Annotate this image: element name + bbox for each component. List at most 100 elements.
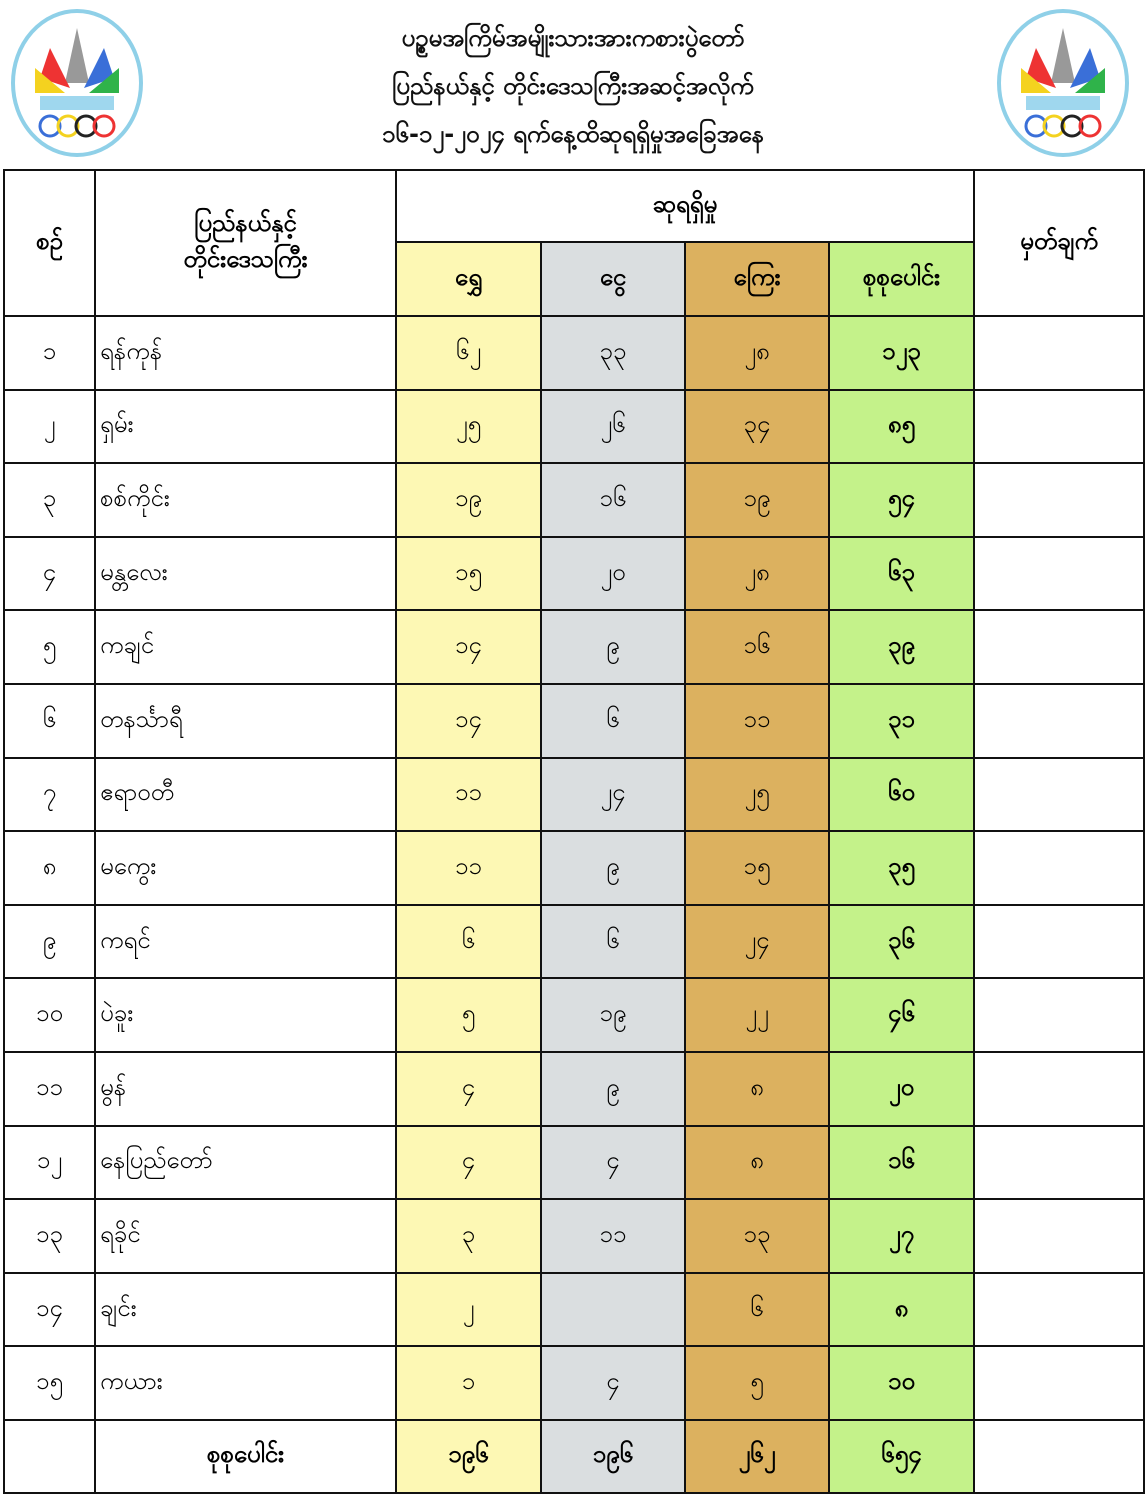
cell-bronze: ၁၆ [684,609,830,685]
cell-total: ၃၆ [827,903,976,980]
page-title: ပဉ္စမအကြိမ်အမျိုးသားအားကစားပွဲတော် ပြည်န… [250,14,896,158]
cell-bronze: ၂၈ [684,315,830,391]
cell-remarks [973,682,1146,759]
cell-bronze: ၂၄ [684,903,830,980]
cell-total: ၃၅ [827,830,976,906]
table-row: ၃စစ်ကိုင်း ၁၉ ၁၆ ၁၉ ၅၄ [3,462,1146,538]
cell-silver: ၉ [540,830,686,906]
cell-bronze: ၈ [684,1124,830,1201]
cell-silver: ၁၆ [540,462,686,538]
cell-gold: ၁၄ [395,609,542,685]
cell-silver: ၂၀ [540,535,686,612]
table-row: ၁၅ ကယား၁၄၅၁၀ [3,1345,1146,1421]
table-row: ၁ရန်ကုန် ၆၂ ၃၃ ၂၈ ၁၂၃ [3,315,1146,391]
cell-no: ၅ [3,609,96,685]
cell-remarks [973,1124,1146,1201]
cell-gold: ၁၅ [395,535,542,612]
cell-remarks [973,1345,1146,1421]
cell-region: ပဲခူး [94,977,397,1053]
cell-silver: ၃၃ [540,315,686,391]
cell-silver: ၁၁ [540,1198,686,1274]
cell-bronze: ၂၅ [684,756,830,833]
cell-remarks [973,388,1146,465]
cell-no: ၁၃ [3,1198,96,1274]
cell-gold: ၁၄ [395,682,542,759]
cell-silver: ၁၉ [540,977,686,1053]
title-line: ၁၆-၁၂-၂၀၂၄ ရက်နေ့ထိဆုရရှိမှုအခြေအနေ [381,120,765,148]
cell-remarks [973,977,1146,1053]
cell-total: ၈၅ [827,388,976,465]
title-line: ပဉ္စမအကြိမ်အမျိုးသားအားကစားပွဲတော် [401,24,745,52]
cell-no: ၇ [3,756,96,833]
totals-gold: ၁၉၆ [395,1418,542,1494]
games-logo-right [997,9,1129,157]
cell-remarks [973,830,1146,906]
cell-silver: ၉ [540,1050,686,1127]
cell-silver: ၂၆ [540,388,686,465]
cell-region: မကွေး [94,830,397,906]
cell-remarks [973,903,1146,980]
cell-silver: ၆ [540,903,686,980]
cell-total: ၆၃ [827,535,976,612]
header-medals: ဆုရရှိမှု [394,169,976,243]
cell-bronze: ၈ [684,1050,830,1127]
cell-region: ကယား [94,1345,397,1421]
header-bronze: ကြေး [684,241,830,317]
table-row: ၄မန္တလေး ၁၅ ၂၀ ၂၈ ၆၃ [3,535,1146,612]
cell-total: ၆၀ [827,756,976,833]
cell-no: ၃ [3,462,96,538]
cell-region: တနင်္သာရီ [94,682,397,759]
cell-region: ရခိုင် [94,1198,397,1274]
table-row: ၈မကွေး ၁၁၉၁၅ ၃၅ [3,830,1146,906]
header-region: ပြည်နယ်နှင့်တိုင်းဒေသကြီး [94,169,397,317]
header-total: စုစုပေါင်း [827,241,976,317]
header-silver: ငွေ [540,241,686,317]
cell-bronze: ၅ [684,1345,830,1421]
totals-silver: ၁၉၆ [540,1418,686,1494]
games-logo-left [11,9,143,157]
cell-gold: ၂ [395,1271,542,1348]
cell-gold: ၁ [395,1345,542,1421]
cell-bronze: ၃၄ [684,388,830,465]
cell-remarks [973,535,1146,612]
cell-gold: ၅ [395,977,542,1053]
cell-bronze: ၆ [684,1271,830,1348]
header-no: စဉ် [3,169,96,317]
title-line: ပြည်နယ်နှင့် တိုင်းဒေသကြီးအဆင့်အလိုက် [392,72,754,100]
cell-no: ၉ [3,903,96,980]
cell-gold: ၂၅ [395,388,542,465]
totals-remarks [973,1418,1146,1494]
totals-no [3,1418,96,1494]
cell-total: ၃၁ [827,682,976,759]
cell-remarks [973,756,1146,833]
cell-gold: ၆ [395,903,542,980]
table-row: ၁၁ မွန်၄၉၈၂၀ [3,1050,1146,1127]
totals-bronze: ၂၆၂ [684,1418,830,1494]
table-row: ၉ကရင်၆၆၂၄ ၃၆ [3,903,1146,980]
cell-no: ၁၂ [3,1124,96,1201]
totals-total: ၆၅၄ [827,1418,976,1494]
header-region-line2: တိုင်းဒေသကြီး [183,245,308,273]
cell-no: ၁ [3,315,96,391]
cell-bronze: ၁၁ [684,682,830,759]
cell-silver [540,1271,686,1348]
cell-no: ၈ [3,830,96,906]
cell-region: ကချင် [94,609,397,685]
cell-gold: ၁၁ [395,830,542,906]
table-row: ၁၀ ပဲခူး၅၁၉ ၂၂ ၄၆ [3,977,1146,1053]
medal-table: စဉ် ပြည်နယ်နှင့် တိုင်းဒေသကြီး ဆုရရှိမှု … [3,169,1146,1494]
totals-label: စုစုပေါင်း [94,1418,397,1494]
cell-bronze: ၂၈ [684,535,830,612]
header-region-line1: ပြည်နယ်နှင့် [194,209,297,237]
cell-total: ၂၀ [827,1050,976,1127]
totals-row: စုစုပေါင်း ၁၉၆ ၁၉၆ ၂၆၂ ၆၅၄ [3,1418,1146,1494]
cell-total: ၄၆ [827,977,976,1053]
cell-gold: ၆၂ [395,315,542,391]
cell-no: ၁၅ [3,1345,96,1421]
table-row: ၁၂ နေပြည်တော်၄၄၈၁၆ [3,1124,1146,1201]
cell-no: ၁၀ [3,977,96,1053]
table-row: ၁၄ ချင်း၂ ၆၈ [3,1271,1146,1348]
cell-silver: ၂၄ [540,756,686,833]
header-remarks: မှတ်ချက် [973,169,1146,317]
